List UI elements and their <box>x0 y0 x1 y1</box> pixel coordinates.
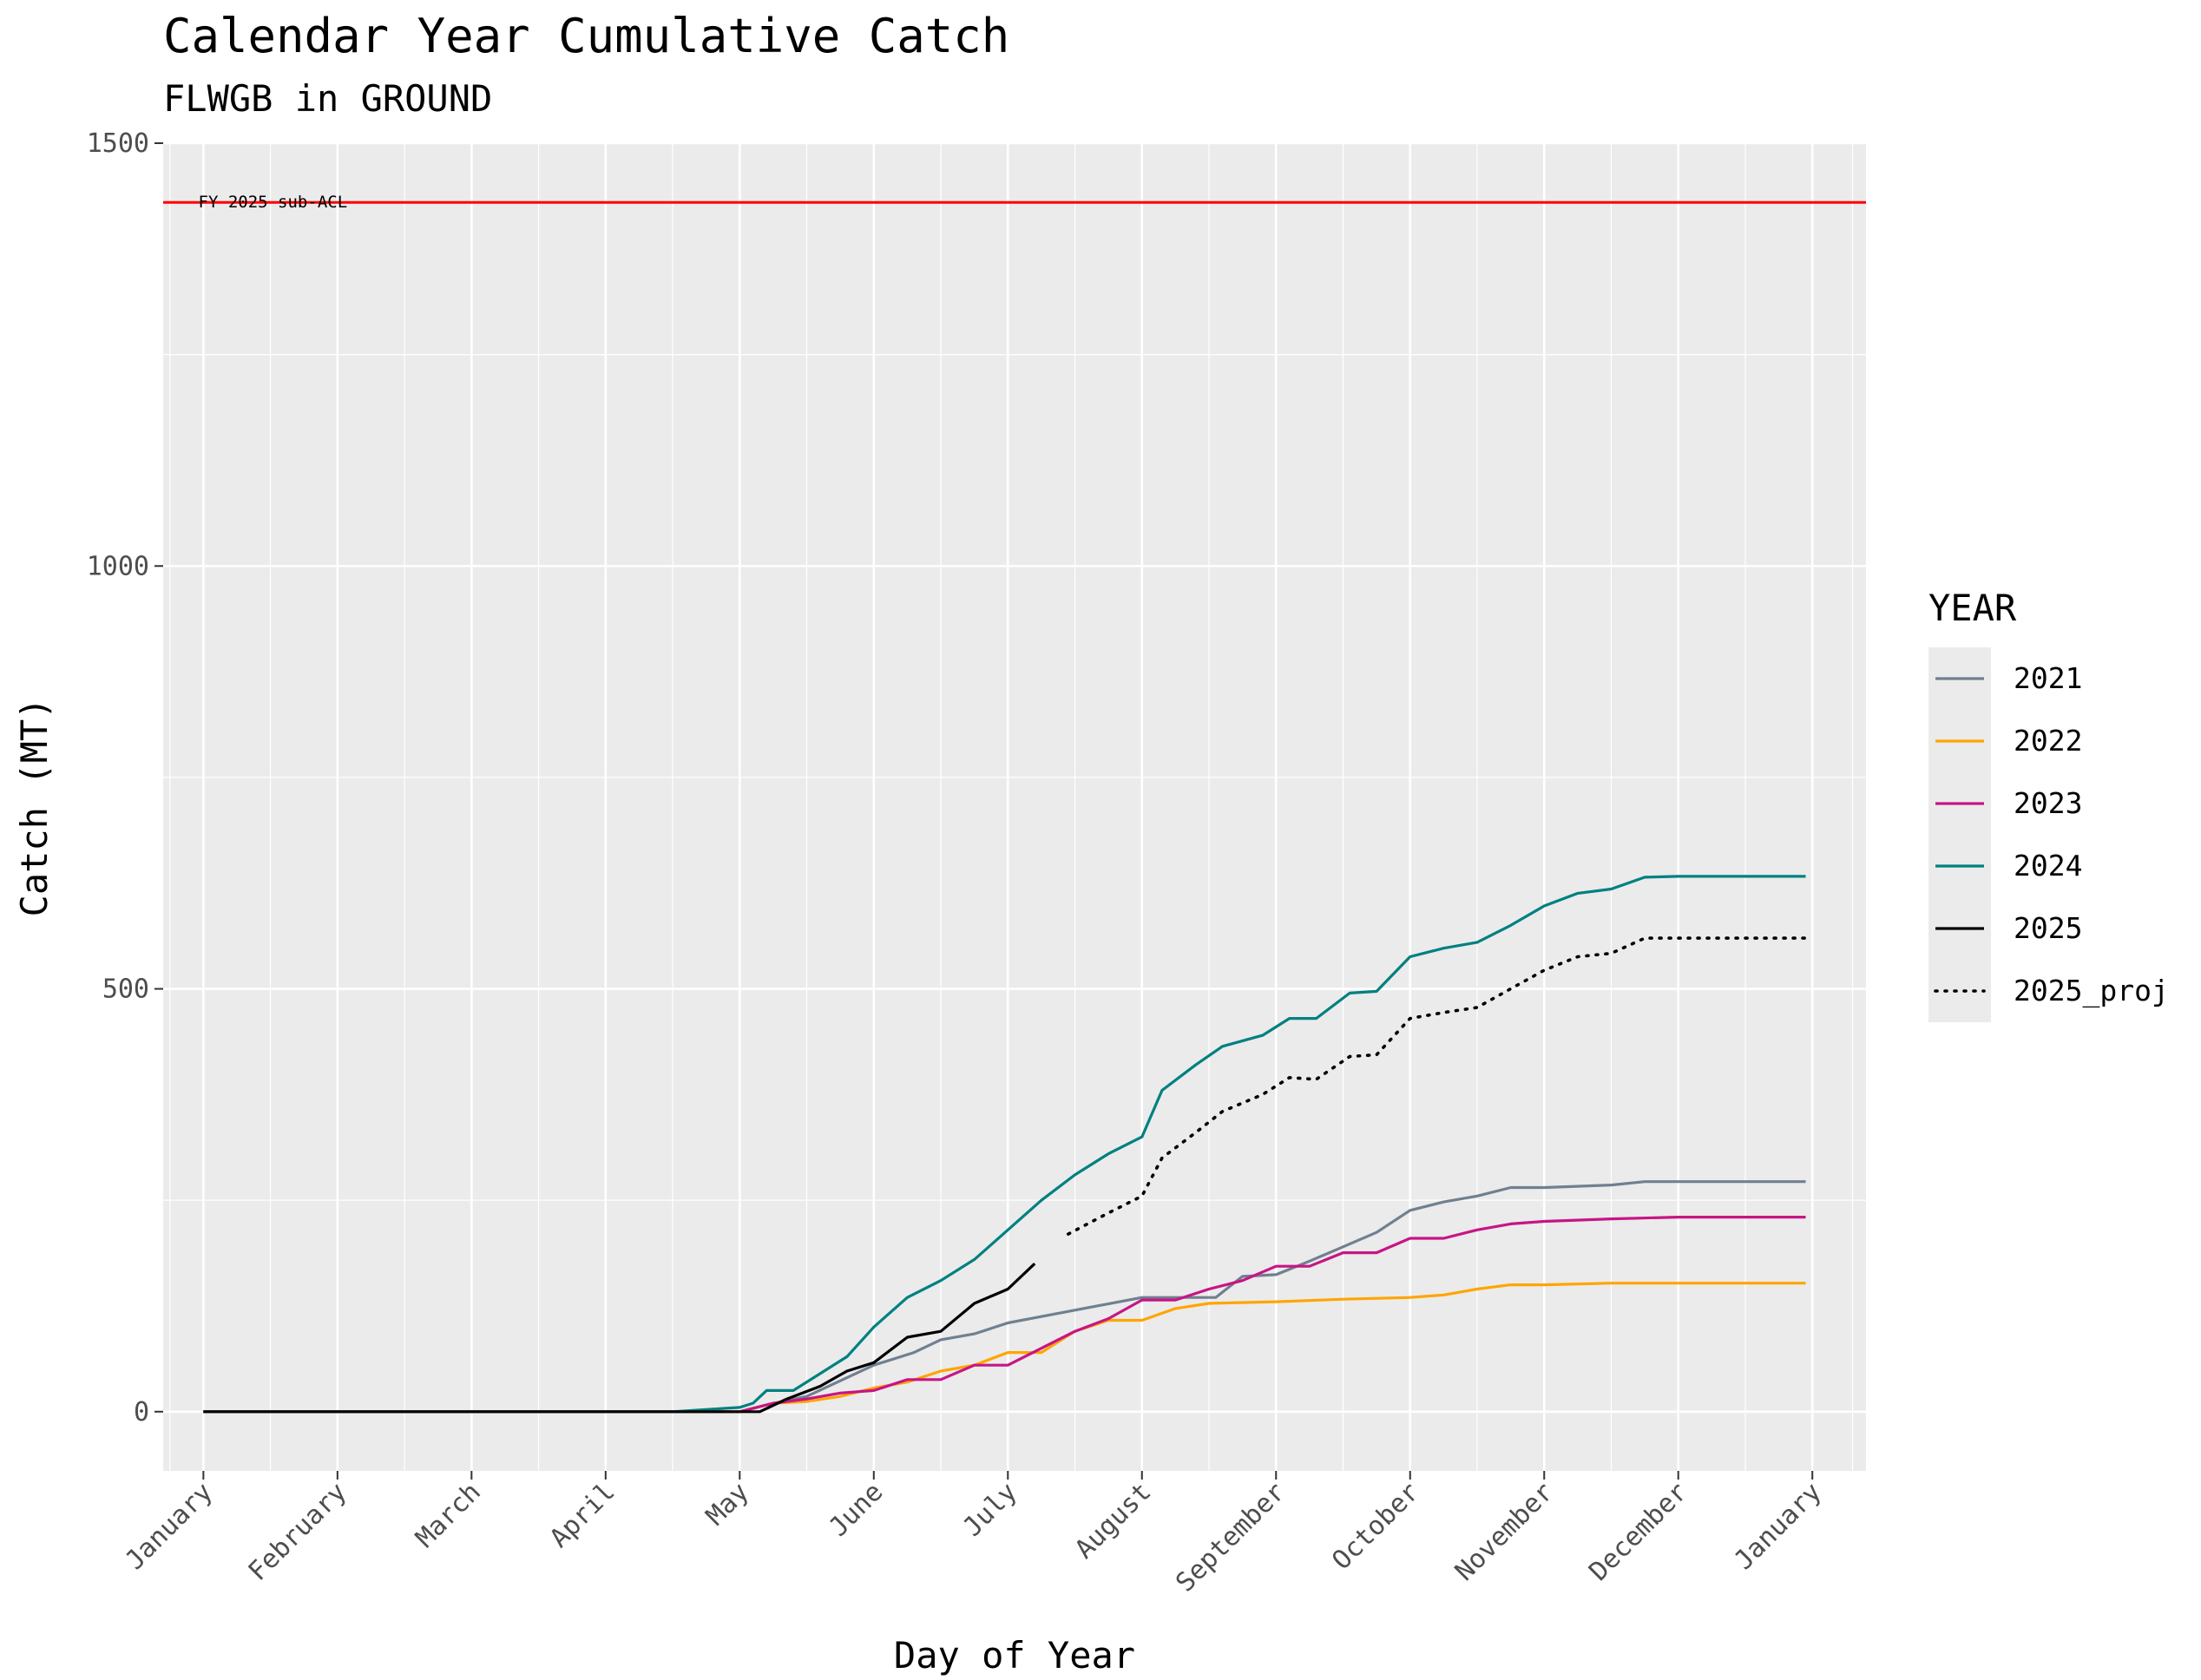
x-tick-label: February <box>243 1477 353 1587</box>
x-tick-label: March <box>410 1477 487 1554</box>
legend-key-background <box>1928 647 1991 1022</box>
x-axis-title: Day of Year <box>894 1634 1135 1677</box>
series-line-2021 <box>203 1180 1806 1414</box>
plot-panel <box>163 143 1866 1471</box>
minor-gridlines <box>163 143 1866 1471</box>
y-axis: 0 500 1000 1500 <box>87 128 163 1427</box>
x-tick-label: January <box>120 1477 219 1576</box>
x-axis: January February March April May June July Augu… <box>120 1471 1828 1598</box>
legend-label-2025: 2025 <box>2014 911 2082 945</box>
series-line-2025 <box>203 1263 1036 1414</box>
x-tick-label: June <box>824 1477 890 1543</box>
chart-subtitle: FLWGB in GROUND <box>163 77 492 120</box>
y-tick-label: 0 <box>134 1397 149 1427</box>
sub-acl-label: FY 2025 sub-ACL <box>199 193 348 212</box>
x-tick-label: September <box>1170 1477 1291 1598</box>
x-tick-label: November <box>1449 1477 1560 1587</box>
x-tick-label: July <box>957 1477 1023 1543</box>
series-line-2024 <box>203 875 1806 1414</box>
legend-label-2021: 2021 <box>2014 661 2082 695</box>
legend-title: YEAR <box>1928 587 2017 629</box>
series-line-2022 <box>203 1282 1806 1414</box>
x-tick-label: January <box>1729 1477 1828 1576</box>
legend-label-2024: 2024 <box>2014 849 2082 883</box>
legend-label-2022: 2022 <box>2014 724 2082 758</box>
series-lines <box>203 875 1808 1414</box>
legend: YEAR 2021 2022 2023 2024 2025 2025_proj <box>1928 587 2169 1022</box>
x-tick-label: August <box>1069 1477 1157 1565</box>
x-tick-label: December <box>1583 1477 1693 1587</box>
y-tick-label: 1000 <box>87 551 149 581</box>
y-tick-label: 500 <box>102 975 149 1005</box>
x-tick-label: October <box>1326 1477 1425 1576</box>
y-tick-label: 1500 <box>87 128 149 159</box>
chart-title: Calendar Year Cumulative Catch <box>163 9 1009 63</box>
x-tick-label: May <box>700 1477 755 1532</box>
y-axis-title: Catch (MT) <box>13 698 56 917</box>
x-tick-label: April <box>544 1477 621 1554</box>
series-line-2023 <box>203 1216 1806 1414</box>
legend-label-2023: 2023 <box>2014 786 2082 820</box>
sub-acl-line-group: FY 2025 sub-ACL <box>163 193 1866 212</box>
legend-label-2025_proj: 2025_proj <box>2014 974 2169 1008</box>
